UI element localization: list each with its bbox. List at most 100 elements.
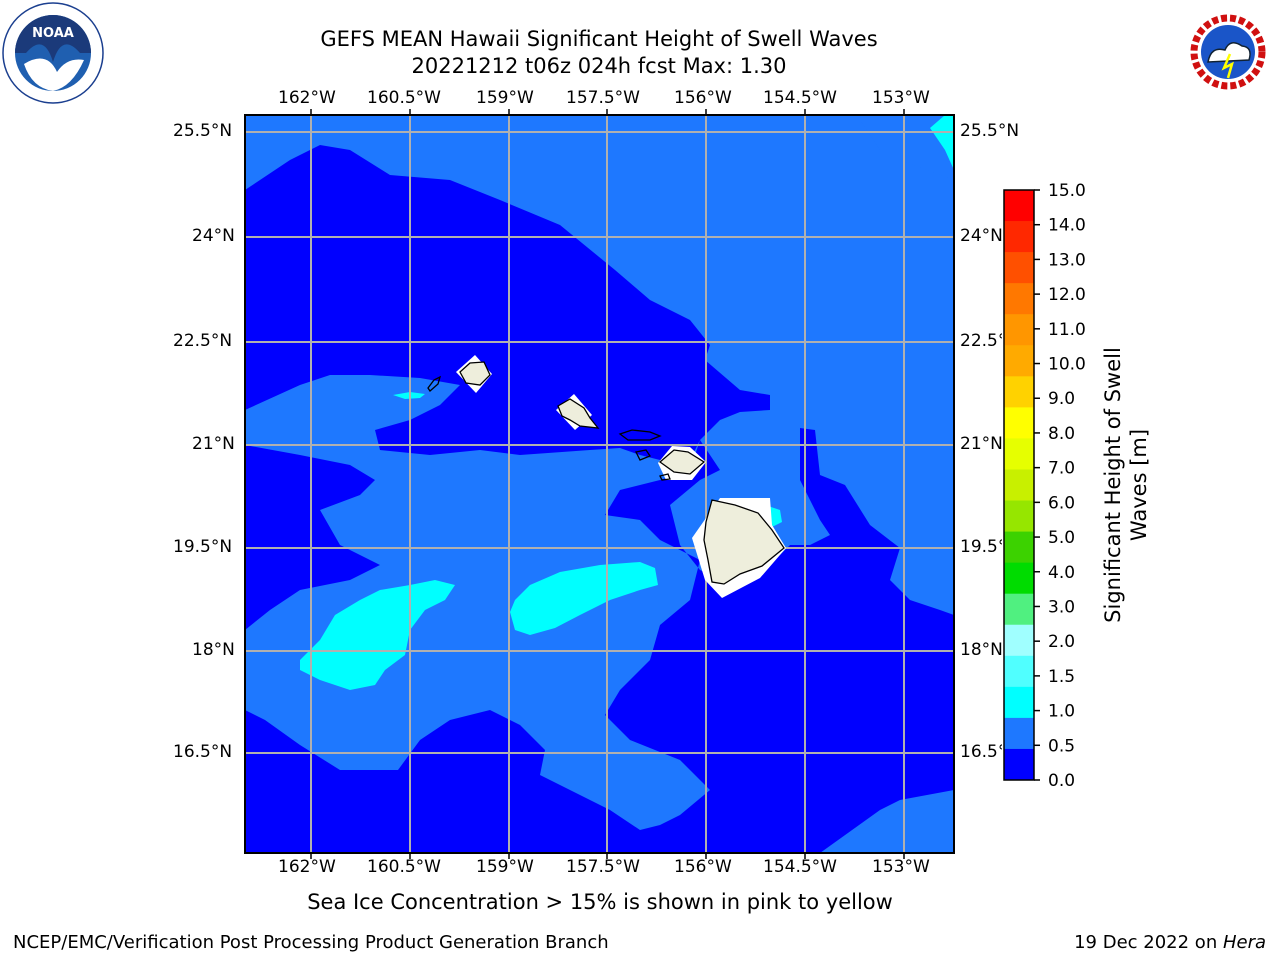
colorbar-tick-label: 3.0 xyxy=(1048,597,1075,617)
colorbar-tick-label: 5.0 xyxy=(1048,528,1075,548)
colorbar-tick-label: 6.0 xyxy=(1048,493,1075,513)
colorbar-swatch xyxy=(1004,624,1034,657)
title-line-2: 20221212 t06z 024h fcst Max: 1.30 xyxy=(411,54,787,78)
lon-label-top: 154.5°W xyxy=(763,88,837,108)
swell-zone-1-0-1-5-northeast xyxy=(930,115,954,170)
lon-label-top: 153°W xyxy=(872,88,930,108)
lat-label-left: 25.5°N xyxy=(173,121,233,141)
colorbar-tick-label: 0.5 xyxy=(1048,736,1075,756)
sea-ice-note-text: Sea Ice Concentration > 15% is shown in … xyxy=(307,890,893,914)
swell-zone-1-0-1-5-west xyxy=(300,580,455,690)
colorbar-tick-label: 10.0 xyxy=(1048,355,1086,375)
colorbar: 15.0 14.0 13.0 12.0 11.0 10.0 9.0 8.0 7.0 6.0 5.0 4… xyxy=(1003,181,1086,791)
colorbar-frame xyxy=(1003,189,1035,781)
island-kahoolawe xyxy=(659,473,671,481)
title-line-1: GEFS MEAN Hawaii Significant Height of S… xyxy=(320,27,878,51)
colorbar-swatch xyxy=(1004,438,1034,470)
colorbar-tick-label: 4.0 xyxy=(1048,563,1075,583)
colorbar-label: Significant Height of Swell Waves [m] xyxy=(1100,325,1160,645)
colorbar-swatch xyxy=(1004,283,1034,315)
colorbar-swatch xyxy=(1004,686,1034,719)
lon-label-bottom: 156°W xyxy=(674,857,732,877)
nws-logo xyxy=(1180,4,1276,100)
map-gridlines xyxy=(245,115,954,853)
run-date: 19 Dec 2022 on xyxy=(1074,932,1223,953)
island-maui-land xyxy=(658,449,706,475)
colorbar-swatch xyxy=(1004,314,1034,346)
lat-label-left: 16.5°N xyxy=(173,742,233,762)
island-niihau xyxy=(427,375,442,392)
colorbar-swatch xyxy=(1004,655,1034,688)
lat-label-right: 19.5°N xyxy=(960,537,1002,557)
producer-credit: NCEP/EMC/Verification Post Processing Pr… xyxy=(13,932,609,953)
lon-label-bottom: 157.5°W xyxy=(566,857,640,877)
lon-label-bottom: 153°W xyxy=(872,857,930,877)
colorbar-swatch xyxy=(1004,469,1034,502)
lat-label-right: 22.5°N xyxy=(960,331,1002,351)
lat-label-right: 21°N xyxy=(960,434,1002,454)
run-date-credit: 19 Dec 2022 on Hera xyxy=(1074,932,1266,953)
lat-label-right: 16.5°N xyxy=(960,742,1002,762)
lon-label-bottom: 160.5°W xyxy=(367,857,441,877)
lon-label-top: 156°W xyxy=(674,88,732,108)
swell-zone-1-0-1-5-central xyxy=(510,562,658,635)
colorbar-tick-label: 8.0 xyxy=(1048,424,1075,444)
colorbar-tick-label: 9.0 xyxy=(1048,389,1075,409)
colorbar-swatch xyxy=(1004,593,1034,626)
colorbar-tick-label: 0.0 xyxy=(1048,771,1075,791)
island-oahu-land xyxy=(557,398,600,429)
colorbar-swatch xyxy=(1004,190,1034,222)
lon-label-top: 157.5°W xyxy=(566,88,640,108)
colorbar-swatch xyxy=(1004,221,1034,253)
lon-label-top: 160.5°W xyxy=(367,88,441,108)
colorbar-swatch xyxy=(1004,531,1034,564)
colorbar-label-line-1: Significant Height of Swell xyxy=(1101,347,1125,623)
colorbar-tick-label: 11.0 xyxy=(1048,320,1086,340)
colorbar-tick-label: 7.0 xyxy=(1048,459,1075,479)
lon-label-top: 159°W xyxy=(476,88,534,108)
colorbar-tick-label: 2.0 xyxy=(1048,632,1075,652)
lat-label-right: 24°N xyxy=(960,226,1002,246)
swell-zone-0-0-5-west xyxy=(245,445,380,630)
lon-label-bottom: 162°W xyxy=(278,857,336,877)
island-lanai xyxy=(635,449,651,461)
swell-zone-0-0-5-niihau xyxy=(250,370,272,384)
colorbar-swatch xyxy=(1004,376,1034,408)
lat-label-right: 18°N xyxy=(960,640,1002,660)
colorbar-tick-label: 12.0 xyxy=(1048,285,1086,305)
colorbar-swatch xyxy=(1004,748,1034,781)
colorbar-tick-label: 15.0 xyxy=(1048,181,1086,201)
colorbar-swatch xyxy=(1004,407,1034,439)
colorbar-swatch xyxy=(1004,500,1034,533)
island-kauai-land xyxy=(459,361,491,386)
lat-label-right: 25.5°N xyxy=(960,121,1020,141)
colorbar-swatch xyxy=(1004,345,1034,377)
lat-label-left: 22.5°N xyxy=(173,331,233,351)
swell-zone-0-0-5-north xyxy=(245,145,954,853)
svg-text:NOAA: NOAA xyxy=(32,26,74,41)
sea-ice-note: Sea Ice Concentration > 15% is shown in … xyxy=(0,890,1280,914)
colorbar-tick-label: 1.0 xyxy=(1048,702,1075,722)
lat-label-left: 24°N xyxy=(192,226,235,246)
lat-label-left: 21°N xyxy=(192,434,235,454)
lon-label-bottom: 154.5°W xyxy=(763,857,837,877)
island-hawaii-land xyxy=(703,499,785,585)
host-name: Hera xyxy=(1222,932,1266,953)
noaa-logo: NOAA xyxy=(2,2,104,104)
lon-label-top: 162°W xyxy=(278,88,336,108)
colorbar-swatch xyxy=(1004,562,1034,595)
hawaiian-islands xyxy=(427,355,786,598)
lat-label-left: 19.5°N xyxy=(173,537,233,557)
colorbar-swatch xyxy=(1004,717,1034,750)
lon-label-bottom: 159°W xyxy=(476,857,534,877)
map-title: GEFS MEAN Hawaii Significant Height of S… xyxy=(0,26,1198,80)
island-molokai xyxy=(618,429,662,441)
colorbar-tick-label: 14.0 xyxy=(1048,216,1086,236)
colorbar-label-line-2: Waves [m] xyxy=(1127,428,1151,542)
colorbar-tick-label: 1.5 xyxy=(1048,667,1075,687)
colorbar-swatch xyxy=(1004,252,1034,284)
axis-ticks xyxy=(310,109,905,859)
lat-label-left: 18°N xyxy=(192,640,235,660)
colorbar-tick-label: 13.0 xyxy=(1048,250,1086,270)
